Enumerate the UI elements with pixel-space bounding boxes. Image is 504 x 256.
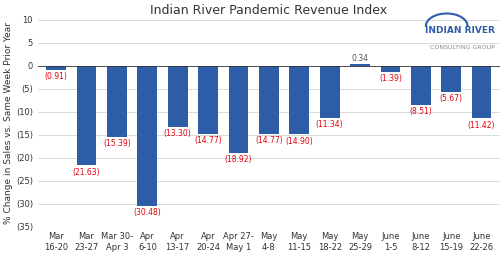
Text: (14.77): (14.77) <box>194 136 222 145</box>
Bar <box>107 66 127 137</box>
Bar <box>46 66 66 70</box>
Text: (14.90): (14.90) <box>285 137 313 146</box>
Bar <box>229 66 248 153</box>
Text: (18.92): (18.92) <box>225 155 252 164</box>
Text: (30.48): (30.48) <box>134 208 161 217</box>
Bar <box>198 66 218 134</box>
Y-axis label: % Change in Sales vs. Same Week Prior Year: % Change in Sales vs. Same Week Prior Ye… <box>4 22 13 224</box>
Text: (11.42): (11.42) <box>468 121 495 130</box>
Bar <box>442 66 461 92</box>
Bar <box>77 66 96 165</box>
Text: (13.30): (13.30) <box>164 129 192 138</box>
Text: (5.67): (5.67) <box>439 94 463 103</box>
Text: (1.39): (1.39) <box>379 74 402 83</box>
Bar <box>138 66 157 206</box>
Text: CONSULTING GROUP: CONSULTING GROUP <box>430 45 495 50</box>
Text: (8.51): (8.51) <box>409 107 432 116</box>
Bar <box>289 66 309 134</box>
Bar <box>320 66 340 118</box>
Text: INDIAN RIVER: INDIAN RIVER <box>425 26 495 35</box>
Bar <box>168 66 187 127</box>
Bar <box>259 66 279 134</box>
Text: (15.39): (15.39) <box>103 139 131 148</box>
Text: (21.63): (21.63) <box>73 168 100 177</box>
Title: Indian River Pandemic Revenue Index: Indian River Pandemic Revenue Index <box>150 4 388 17</box>
Bar <box>411 66 431 105</box>
Bar <box>381 66 400 72</box>
Bar <box>350 64 370 66</box>
Text: (14.77): (14.77) <box>255 136 283 145</box>
Bar <box>472 66 491 118</box>
Text: (0.91): (0.91) <box>45 72 68 81</box>
Text: (11.34): (11.34) <box>316 120 343 129</box>
Text: 0.34: 0.34 <box>352 54 368 63</box>
